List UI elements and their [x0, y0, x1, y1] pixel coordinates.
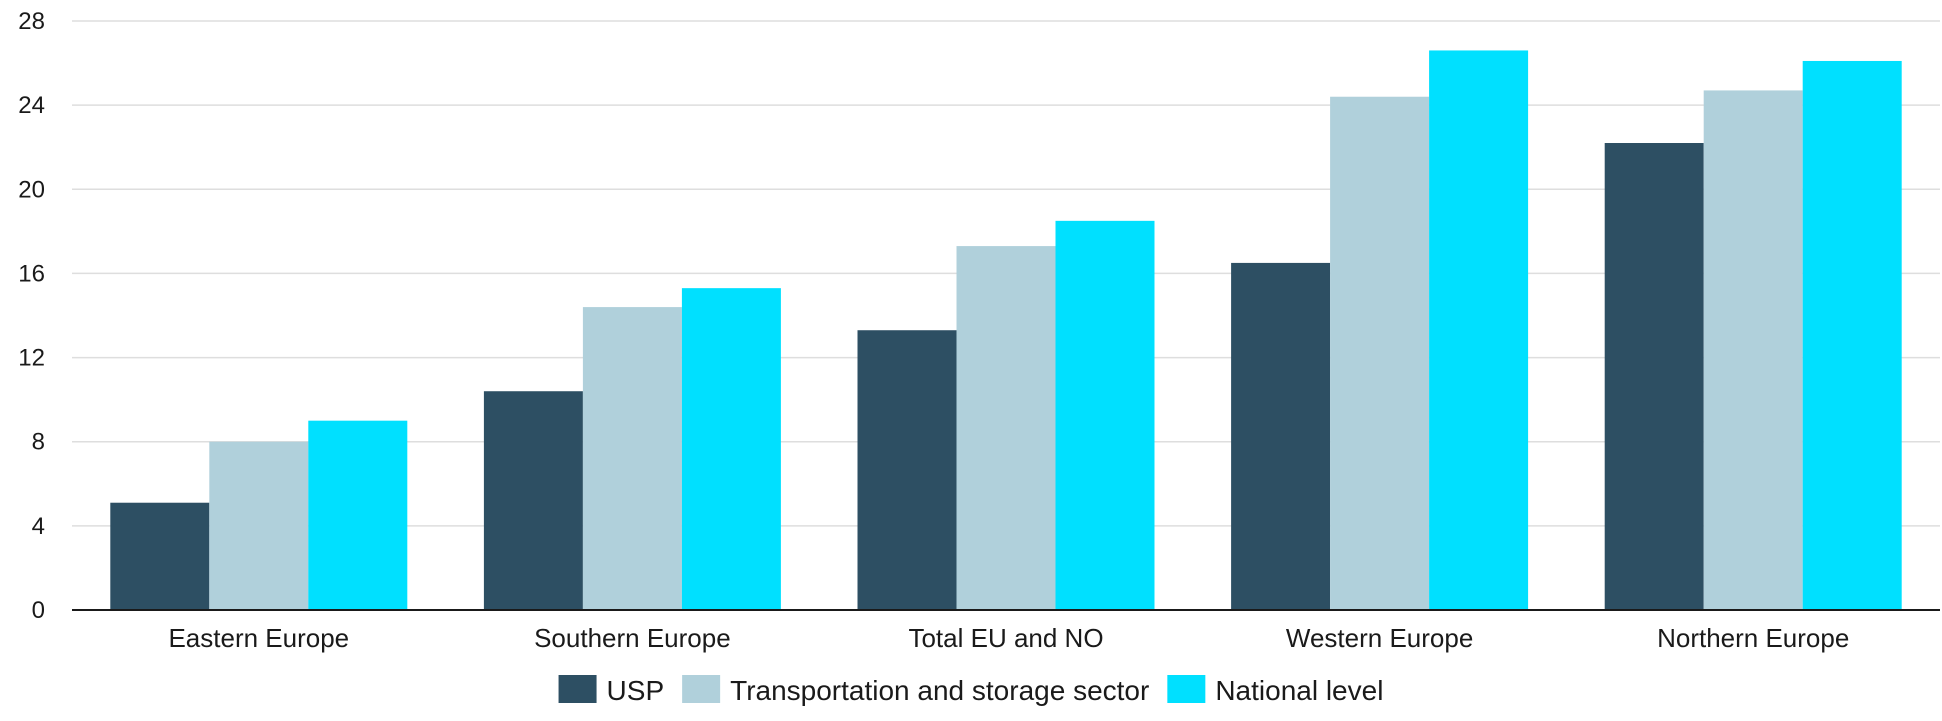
legend-swatch	[682, 675, 721, 703]
y-axis-ticks: 0 4 8 12 16 20 24 28	[18, 8, 45, 624]
bar-national-level-total-eu-and-no	[1055, 220, 1155, 610]
bar-transportation-and-storage-sector-northern-europe	[1703, 90, 1803, 611]
x-category-label: Eastern Europe	[168, 623, 349, 653]
x-category-label: Total EU and NO	[908, 623, 1103, 653]
legend: USP Transportation and storage sector Nati…	[558, 675, 1383, 706]
x-category-label: Northern Europe	[1657, 623, 1849, 653]
bar-transportation-and-storage-sector-total-eu-and-no	[956, 246, 1056, 610]
legend-label: USP	[607, 675, 665, 706]
x-axis-category-labels: Eastern Europe Southern Europe Total EU an…	[168, 623, 1849, 653]
bar-usp-northern-europe	[1604, 143, 1704, 610]
y-tick-label: 24	[18, 92, 45, 119]
legend-label: National level	[1215, 675, 1383, 706]
bar-usp-southern-europe	[483, 391, 583, 610]
legend-item: National level	[1167, 675, 1383, 706]
y-tick-label: 8	[32, 429, 45, 456]
bar-transportation-and-storage-sector-eastern-europe	[209, 441, 309, 610]
y-tick-label: 20	[18, 176, 45, 203]
bar-national-level-northern-europe	[1802, 60, 1902, 611]
y-tick-label: 28	[18, 8, 45, 35]
bar-usp-western-europe	[1231, 262, 1331, 610]
legend-item: USP	[558, 675, 665, 706]
bar-transportation-and-storage-sector-western-europe	[1330, 96, 1430, 610]
legend-swatch	[1167, 675, 1206, 703]
legend-label: Transportation and storage sector	[730, 675, 1149, 706]
bar-national-level-southern-europe	[681, 288, 781, 610]
y-tick-label: 12	[18, 345, 45, 372]
bar-usp-eastern-europe	[110, 502, 210, 610]
x-category-label: Southern Europe	[534, 623, 731, 653]
bar-national-level-eastern-europe	[308, 420, 408, 610]
y-tick-label: 4	[32, 513, 45, 540]
bar-transportation-and-storage-sector-southern-europe	[582, 307, 682, 610]
y-tick-label: 16	[18, 260, 45, 287]
x-category-label: Western Europe	[1286, 623, 1473, 653]
y-tick-label: 0	[32, 597, 45, 624]
bar-usp-total-eu-and-no	[857, 330, 957, 610]
legend-swatch	[558, 675, 597, 703]
bar-national-level-western-europe	[1429, 50, 1529, 610]
legend-item: Transportation and storage sector	[682, 675, 1149, 706]
bars	[110, 50, 1902, 611]
